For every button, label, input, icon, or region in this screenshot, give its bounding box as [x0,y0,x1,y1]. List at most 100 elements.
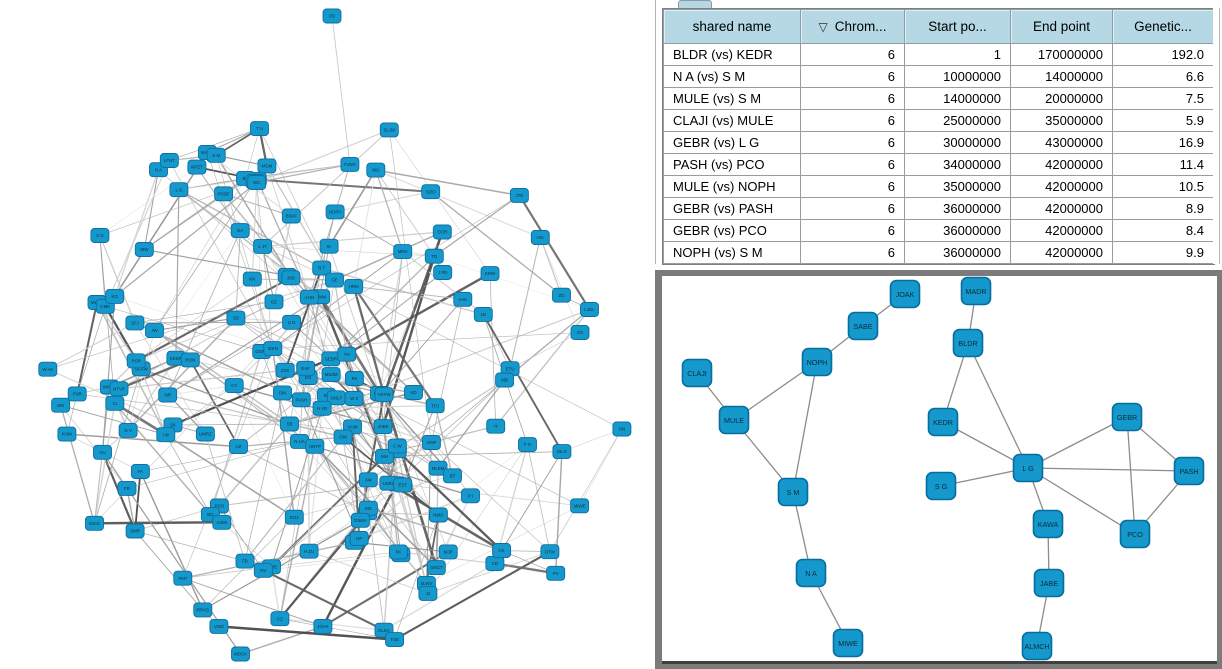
network-edge[interactable] [127,317,237,431]
table-row[interactable]: BLDR (vs) KEDR 6 1 170000000 192.0 [663,43,1214,66]
network-node[interactable]: MH [375,448,394,464]
network-edge[interactable] [182,348,274,579]
network-node[interactable]: CV [224,378,244,394]
network-edge[interactable] [501,451,563,551]
network-edge[interactable] [375,169,435,257]
table-cell[interactable]: 43000000 [1010,131,1113,154]
network-node[interactable]: TH [337,346,357,362]
network-node[interactable]: PJNS [340,156,360,172]
table-cell[interactable]: 36000000 [904,241,1011,264]
network-edge[interactable] [143,169,160,250]
table-cell[interactable]: 11.4 [1112,153,1214,176]
subnetwork-node-miwe[interactable]: MIWE [832,628,864,658]
network-edge[interactable] [518,194,591,311]
table-cell[interactable]: 36000000 [904,219,1011,242]
network-node[interactable]: L G [169,182,189,198]
network-node[interactable]: WU [366,162,386,178]
network-edge[interactable] [561,428,622,452]
network-node[interactable]: H VR [312,400,332,416]
subnetwork-edge[interactable] [1027,467,1190,472]
network-edge[interactable] [335,397,397,485]
table-cell[interactable]: PASH (vs) PCO [663,153,801,176]
network-edge[interactable] [314,446,369,509]
table-cell[interactable]: 10.5 [1112,175,1214,198]
table-row[interactable]: CLAJI (vs) MULE 6 25000000 35000000 5.9 [663,109,1214,132]
network-node[interactable]: WDCK [231,646,250,662]
network-edge[interactable] [240,625,324,655]
network-node[interactable]: ZG [552,287,571,303]
network-edge[interactable] [244,436,344,562]
table-cell[interactable]: 6 [800,153,905,176]
network-edge[interactable] [272,195,520,349]
subnetwork-node-mule[interactable]: MULE [718,405,750,435]
network-edge[interactable] [136,278,253,362]
network-edge[interactable] [527,444,551,552]
table-cell[interactable]: NOPH (vs) S M [663,241,801,264]
network-edge[interactable] [47,322,136,370]
network-edge[interactable] [430,191,562,296]
network-edge[interactable] [383,562,496,631]
network-node[interactable]: SMR [125,523,145,539]
subnetwork-node-claji[interactable]: CLAJI [681,358,713,388]
network-edge[interactable] [322,405,436,409]
network-edge[interactable] [77,393,432,443]
network-node[interactable]: W AK [38,361,58,377]
network-edge[interactable] [165,434,211,515]
table-cell[interactable]: 10000000 [904,65,1011,88]
network-edge[interactable] [94,521,222,525]
table-cell[interactable]: 6 [800,197,905,220]
network-node[interactable]: AW [358,472,378,488]
network-edge[interactable] [167,296,322,396]
table-cell[interactable]: 42000000 [1010,197,1113,220]
network-edge[interactable] [433,194,520,257]
subnetwork-node-l-g[interactable]: L G [1012,453,1044,483]
table-cell[interactable]: BLDR (vs) KEDR [663,43,801,66]
network-edge[interactable] [118,369,286,390]
network-edge[interactable] [135,276,292,362]
network-edge[interactable] [279,511,369,620]
table-cell[interactable]: 6 [800,65,905,88]
network-edge[interactable] [402,405,436,486]
network-node[interactable]: ZSS [275,362,295,378]
subnetwork-node-bldr[interactable]: BLDR [952,328,984,358]
subnetwork-node-n-a[interactable]: N A [795,558,827,588]
network-edge[interactable] [299,441,399,553]
network-node[interactable]: MIWE [570,498,590,514]
network-node[interactable]: CK [492,543,512,558]
network-node[interactable]: PASH [291,392,311,408]
network-edge[interactable] [263,554,401,571]
subnetwork-node-gebr[interactable]: GEBR [1111,402,1143,432]
network-edge[interactable] [262,129,390,247]
network-edge[interactable] [175,189,180,359]
table-cell[interactable]: 42000000 [1010,175,1113,198]
network-node[interactable]: FK [388,544,408,560]
network-edge[interactable] [509,237,541,369]
network-node[interactable]: LFNT [159,153,179,168]
network-edge[interactable] [114,152,209,297]
network-node[interactable]: ON [612,421,632,437]
table-cell[interactable]: 35000000 [904,175,1011,198]
subnetwork-node-kawa[interactable]: KAWA [1032,509,1064,539]
network-node[interactable]: LJGL [580,302,599,317]
network-edge[interactable] [235,230,241,319]
network-edge[interactable] [204,433,246,562]
network-node[interactable]: DTW [540,544,560,560]
network-edge[interactable] [189,359,240,448]
network-node[interactable]: L JT [253,238,273,254]
network-edge[interactable] [437,379,506,469]
network-edge[interactable] [165,434,295,518]
network-node[interactable]: IK [319,238,339,254]
network-node[interactable]: NR [158,387,178,403]
table-cell[interactable]: 7.5 [1112,87,1214,110]
network-node[interactable]: GEBR [321,351,341,367]
network-node[interactable]: EAF [296,360,316,376]
filter-icon[interactable]: ▽ [818,20,828,34]
network-edge[interactable] [134,321,292,324]
network-edge[interactable] [394,514,439,640]
network-node[interactable]: IMCE [85,515,104,531]
table-tab-stub[interactable] [678,0,712,9]
network-node[interactable]: PRHG [193,602,213,618]
network-edge[interactable] [328,169,377,247]
network-node[interactable]: KO [105,288,125,304]
table-cell[interactable]: 192.0 [1112,43,1214,66]
